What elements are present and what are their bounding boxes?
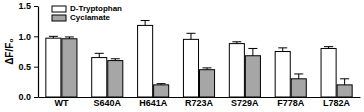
plot: 0.0 0.5 1.0 1.5 WT S640A H641A R723A S729A F778A L… xyxy=(18,1,360,108)
y-tick-label: 0.0 xyxy=(18,92,31,102)
bar xyxy=(291,79,306,97)
error-bar xyxy=(340,79,349,85)
bar xyxy=(154,85,169,97)
error-bar xyxy=(49,36,58,38)
error-bar xyxy=(324,47,333,49)
error-bar xyxy=(248,48,257,55)
x-tick: WT xyxy=(54,97,68,108)
x-tick-label: L782A xyxy=(323,98,351,108)
x-tick: F778A xyxy=(277,97,305,108)
error-bar xyxy=(186,33,195,39)
error-bar xyxy=(65,37,74,39)
x-tick-label: F778A xyxy=(277,98,305,108)
y-axis-title: ΔF/F₀ xyxy=(4,38,15,65)
error-bar xyxy=(157,84,166,85)
bar xyxy=(183,39,198,97)
x-tick-label: R723A xyxy=(185,98,214,108)
y-axis-line xyxy=(38,7,39,98)
bar xyxy=(321,48,336,97)
bar xyxy=(245,56,260,97)
y-axis: 0.0 0.5 1.0 1.5 xyxy=(18,1,38,102)
bar xyxy=(108,61,123,97)
y-tick-label: 0.5 xyxy=(18,62,31,72)
bar xyxy=(138,25,153,97)
x-tick: R723A xyxy=(185,97,214,108)
x-tick: S729A xyxy=(231,97,259,108)
bar xyxy=(229,44,244,97)
y-tick-mark xyxy=(34,97,38,98)
y-tick: 1.0 xyxy=(18,32,38,42)
legend-swatch xyxy=(52,6,66,12)
error-bar xyxy=(111,59,120,61)
series xyxy=(46,21,336,97)
x-tick-label: WT xyxy=(54,98,68,108)
bar xyxy=(337,85,352,97)
bar xyxy=(92,58,107,97)
legend-swatch xyxy=(52,15,66,21)
chart: 0.0 0.5 1.0 1.5 WT S640A H641A R723A S729A F778A L… xyxy=(0,0,364,112)
x-tick-label: H641A xyxy=(139,98,168,108)
error-bar xyxy=(278,48,287,52)
y-tick: 0.5 xyxy=(18,62,38,72)
legend-item: D-Tryptophan xyxy=(52,4,122,13)
error-bar xyxy=(95,53,104,57)
x-tick-label: S640A xyxy=(93,98,121,108)
x-tick: H641A xyxy=(139,97,168,108)
bars xyxy=(46,21,352,97)
y-tick-label: 1.5 xyxy=(18,1,31,11)
y-tick-mark xyxy=(34,6,38,7)
series xyxy=(62,37,352,97)
error-bar xyxy=(202,68,211,70)
x-tick-label: S729A xyxy=(231,98,259,108)
x-axis: WT S640A H641A R723A S729A F778A L782A xyxy=(39,97,361,108)
y-tick-mark xyxy=(34,67,38,68)
bar xyxy=(62,39,77,97)
legend-item: Cyclamate xyxy=(52,13,111,22)
y-tick-label: 1.0 xyxy=(18,32,31,42)
legend-label: Cyclamate xyxy=(70,13,111,22)
error-bar xyxy=(232,42,241,44)
y-tick: 0.0 xyxy=(18,92,38,102)
legend: D-TryptophanCyclamate xyxy=(52,4,122,22)
x-tick: S640A xyxy=(93,97,121,108)
bar xyxy=(199,70,214,97)
y-tick: 1.5 xyxy=(18,1,38,11)
bar xyxy=(275,52,290,98)
legend-label: D-Tryptophan xyxy=(70,4,122,13)
error-bar xyxy=(294,74,303,79)
bar xyxy=(46,38,61,97)
error-bar xyxy=(141,21,150,26)
x-tick: L782A xyxy=(323,97,351,108)
y-tick-mark xyxy=(34,36,38,37)
